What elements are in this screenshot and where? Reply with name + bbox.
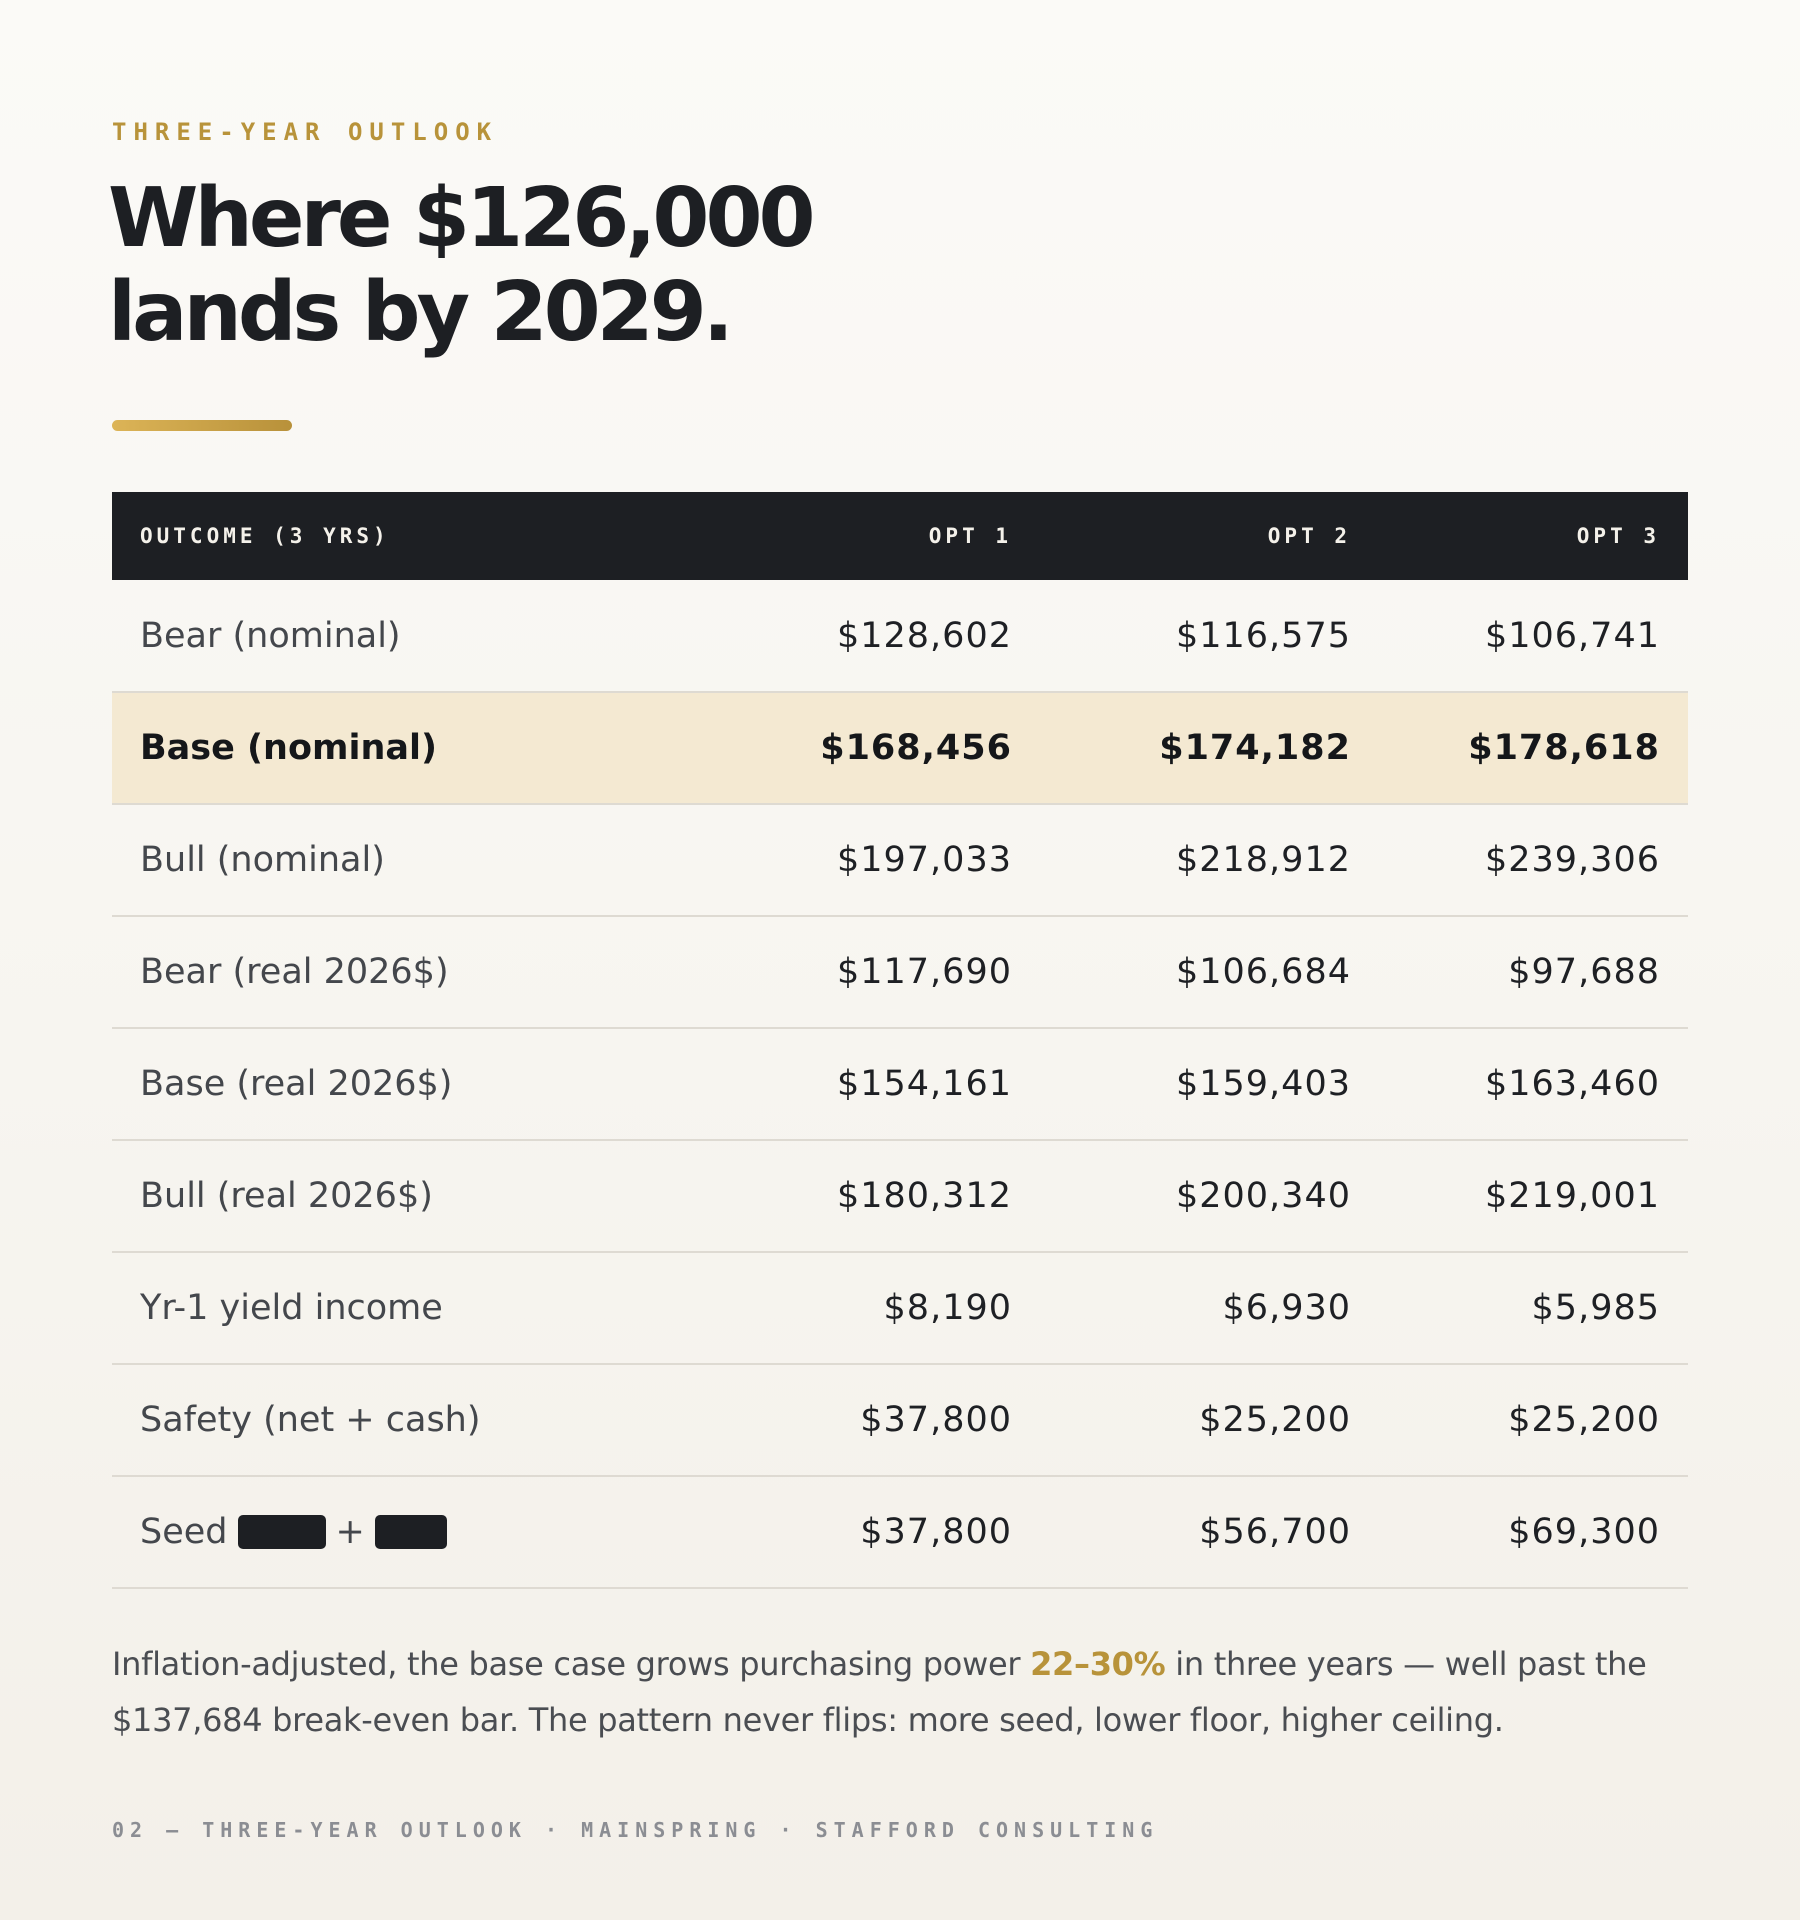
table-row-base-real: Base (real 2026$) $154,161 $159,403 $163…: [112, 1028, 1688, 1140]
cell-opt-2: $56,700: [1199, 1512, 1351, 1552]
table-header-row: OUTCOME (3 YRS) OPT 1 OPT 2 OPT 3: [112, 492, 1688, 580]
title-accent-bar: [112, 420, 292, 431]
cell-opt-2: $106,684: [1175, 952, 1351, 992]
section-eyebrow: THREE-YEAR OUTLOOK: [112, 118, 499, 146]
cell-opt-2: $25,200: [1199, 1400, 1351, 1440]
row-label: Seed: [140, 1512, 228, 1552]
page-title-line-2: lands by 2029.: [108, 265, 734, 360]
table-row-base-nominal-highlighted: Base (nominal) $168,456 $174,182 $178,61…: [112, 692, 1688, 804]
cell-opt-1: $117,690: [836, 952, 1012, 992]
cell-opt-1: $180,312: [836, 1176, 1012, 1216]
redaction-block: [374, 1515, 447, 1549]
table-row-yield-income: Yr-1 yield income $8,190 $6,930 $5,985: [112, 1252, 1688, 1364]
table-row-safety: Safety (net + cash) $37,800 $25,200 $25,…: [112, 1364, 1688, 1476]
cell-opt-3: $163,460: [1484, 1064, 1660, 1104]
page-title-line-1: Where $126,000: [108, 171, 816, 266]
cell-opt-3: $219,001: [1484, 1176, 1660, 1216]
cell-opt-3: $106,741: [1484, 615, 1660, 656]
header-outcome: OUTCOME (3 YRS): [140, 524, 390, 548]
row-label: Yr-1 yield income: [140, 1288, 443, 1328]
header-opt-1: OPT 1: [928, 524, 1012, 548]
row-label: Base (nominal): [140, 728, 438, 768]
cell-opt-3: $178,618: [1468, 728, 1660, 768]
row-label: Bear (real 2026$): [140, 952, 449, 992]
row-label: Safety (net + cash): [140, 1400, 481, 1440]
cell-opt-2: $174,182: [1159, 728, 1351, 768]
table-row-seed: Seed + $37,800 $56,700 $69,300: [112, 1476, 1688, 1588]
table-row-bull-real: Bull (real 2026$) $180,312 $200,340 $219…: [112, 1140, 1688, 1252]
cell-opt-1: $154,161: [836, 1064, 1012, 1104]
cell-opt-1: $168,456: [820, 728, 1012, 768]
cell-opt-1: $197,033: [836, 840, 1012, 880]
cell-opt-3: $69,300: [1508, 1512, 1660, 1552]
summary-accent-range: 22–30%: [1030, 1645, 1166, 1683]
table-row-bear-nominal: Bear (nominal) $128,602 $116,575 $106,74…: [112, 580, 1688, 692]
page-title: Where $126,000 lands by 2029.: [108, 172, 1008, 360]
row-label: Bear (nominal): [140, 615, 401, 656]
row-label-seed: Seed +: [112, 1476, 716, 1588]
row-label: Base (real 2026$): [140, 1064, 453, 1104]
cell-opt-3: $239,306: [1484, 840, 1660, 880]
row-label: Bull (real 2026$): [140, 1176, 433, 1216]
cell-opt-1: $128,602: [836, 615, 1012, 656]
row-label: Bull (nominal): [140, 840, 385, 880]
table-row-bear-real: Bear (real 2026$) $117,690 $106,684 $97,…: [112, 916, 1688, 1028]
summary-text-before: Inflation-adjusted, the base case grows …: [112, 1645, 1031, 1683]
cell-opt-3: $25,200: [1508, 1400, 1660, 1440]
header-opt-3: OPT 3: [1576, 524, 1660, 548]
cell-opt-2: $6,930: [1222, 1288, 1351, 1328]
cell-opt-1: $8,190: [883, 1288, 1012, 1328]
cell-opt-2: $200,340: [1175, 1176, 1351, 1216]
table-row-bull-nominal: Bull (nominal) $197,033 $218,912 $239,30…: [112, 804, 1688, 916]
page-footer: 02 — THREE-YEAR OUTLOOK · MAINSPRING · S…: [112, 1818, 1159, 1842]
cell-opt-3: $5,985: [1531, 1288, 1660, 1328]
cell-opt-1: $37,800: [860, 1512, 1012, 1552]
header-opt-2: OPT 2: [1267, 524, 1351, 548]
summary-paragraph: Inflation-adjusted, the base case grows …: [112, 1636, 1692, 1748]
cell-opt-2: $116,575: [1175, 615, 1351, 656]
redaction-block: [237, 1515, 326, 1549]
summary-text-after: in three years — well past the $137,684 …: [112, 1645, 1647, 1739]
label-joiner: +: [335, 1512, 365, 1552]
outlook-table: OUTCOME (3 YRS) OPT 1 OPT 2 OPT 3 Bear (…: [112, 492, 1688, 1589]
cell-opt-3: $97,688: [1508, 952, 1660, 992]
cell-opt-2: $218,912: [1175, 840, 1351, 880]
cell-opt-2: $159,403: [1175, 1064, 1351, 1104]
cell-opt-1: $37,800: [860, 1400, 1012, 1440]
